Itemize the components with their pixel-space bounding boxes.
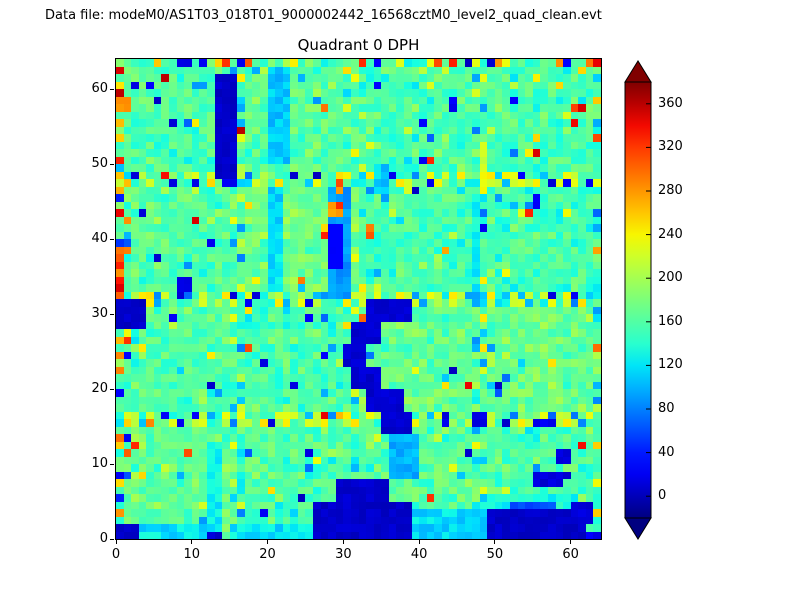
x-tick-label: 20 [259, 547, 276, 562]
y-tick-mark [110, 463, 114, 465]
x-tick-label: 50 [486, 547, 504, 562]
y-tick-mark [110, 313, 114, 315]
y-tick-label: 40 [91, 231, 108, 246]
x-tick-mark [115, 540, 117, 544]
colorbar [624, 60, 652, 540]
colorbar-tick-label: 120 [658, 357, 683, 373]
x-tick-mark [418, 540, 420, 544]
colorbar-tick-label: 160 [658, 313, 683, 329]
y-tick-label: 60 [91, 81, 108, 96]
x-tick-label: 0 [111, 547, 121, 562]
y-tick-label: 30 [91, 306, 108, 321]
x-tick-mark [570, 540, 572, 544]
y-tick-mark [110, 388, 114, 390]
y-tick-mark [110, 163, 114, 165]
x-tick-label: 60 [562, 547, 579, 562]
x-tick-mark [342, 540, 344, 544]
y-tick-mark [110, 88, 114, 90]
heatmap-canvas [116, 59, 601, 539]
y-tick-label: 20 [91, 381, 108, 396]
x-tick-label: 40 [410, 547, 428, 562]
colorbar-tick-label: 200 [658, 270, 683, 286]
y-tick-label: 0 [99, 531, 108, 546]
colorbar-over-arrow [624, 60, 652, 83]
colorbar-tick-label: 80 [658, 401, 675, 416]
plot-frame [115, 58, 602, 540]
colorbar-tick-label: 360 [658, 95, 683, 111]
y-tick-label: 10 [91, 456, 108, 471]
colorbar-tick-label: 280 [658, 183, 683, 198]
colorbar-tick-label: 320 [658, 139, 683, 155]
x-tick-mark [494, 540, 496, 544]
x-tick-label: 10 [183, 547, 201, 562]
datafile-label: Data file: modeM0/AS1T03_018T01_90000024… [45, 8, 602, 23]
y-tick-label: 50 [91, 156, 108, 171]
chart-title: Quadrant 0 DPH [297, 36, 420, 54]
colorbar-tick-label: 240 [658, 226, 683, 242]
colorbar-gradient [624, 81, 652, 519]
x-tick-mark [267, 540, 269, 544]
colorbar-tick-label: 0 [658, 488, 667, 504]
colorbar-tick-label: 40 [658, 444, 675, 460]
x-tick-mark [191, 540, 193, 544]
y-tick-mark [110, 538, 114, 540]
colorbar-under-arrow [624, 517, 652, 540]
y-tick-mark [110, 238, 114, 240]
x-tick-label: 30 [335, 547, 352, 562]
